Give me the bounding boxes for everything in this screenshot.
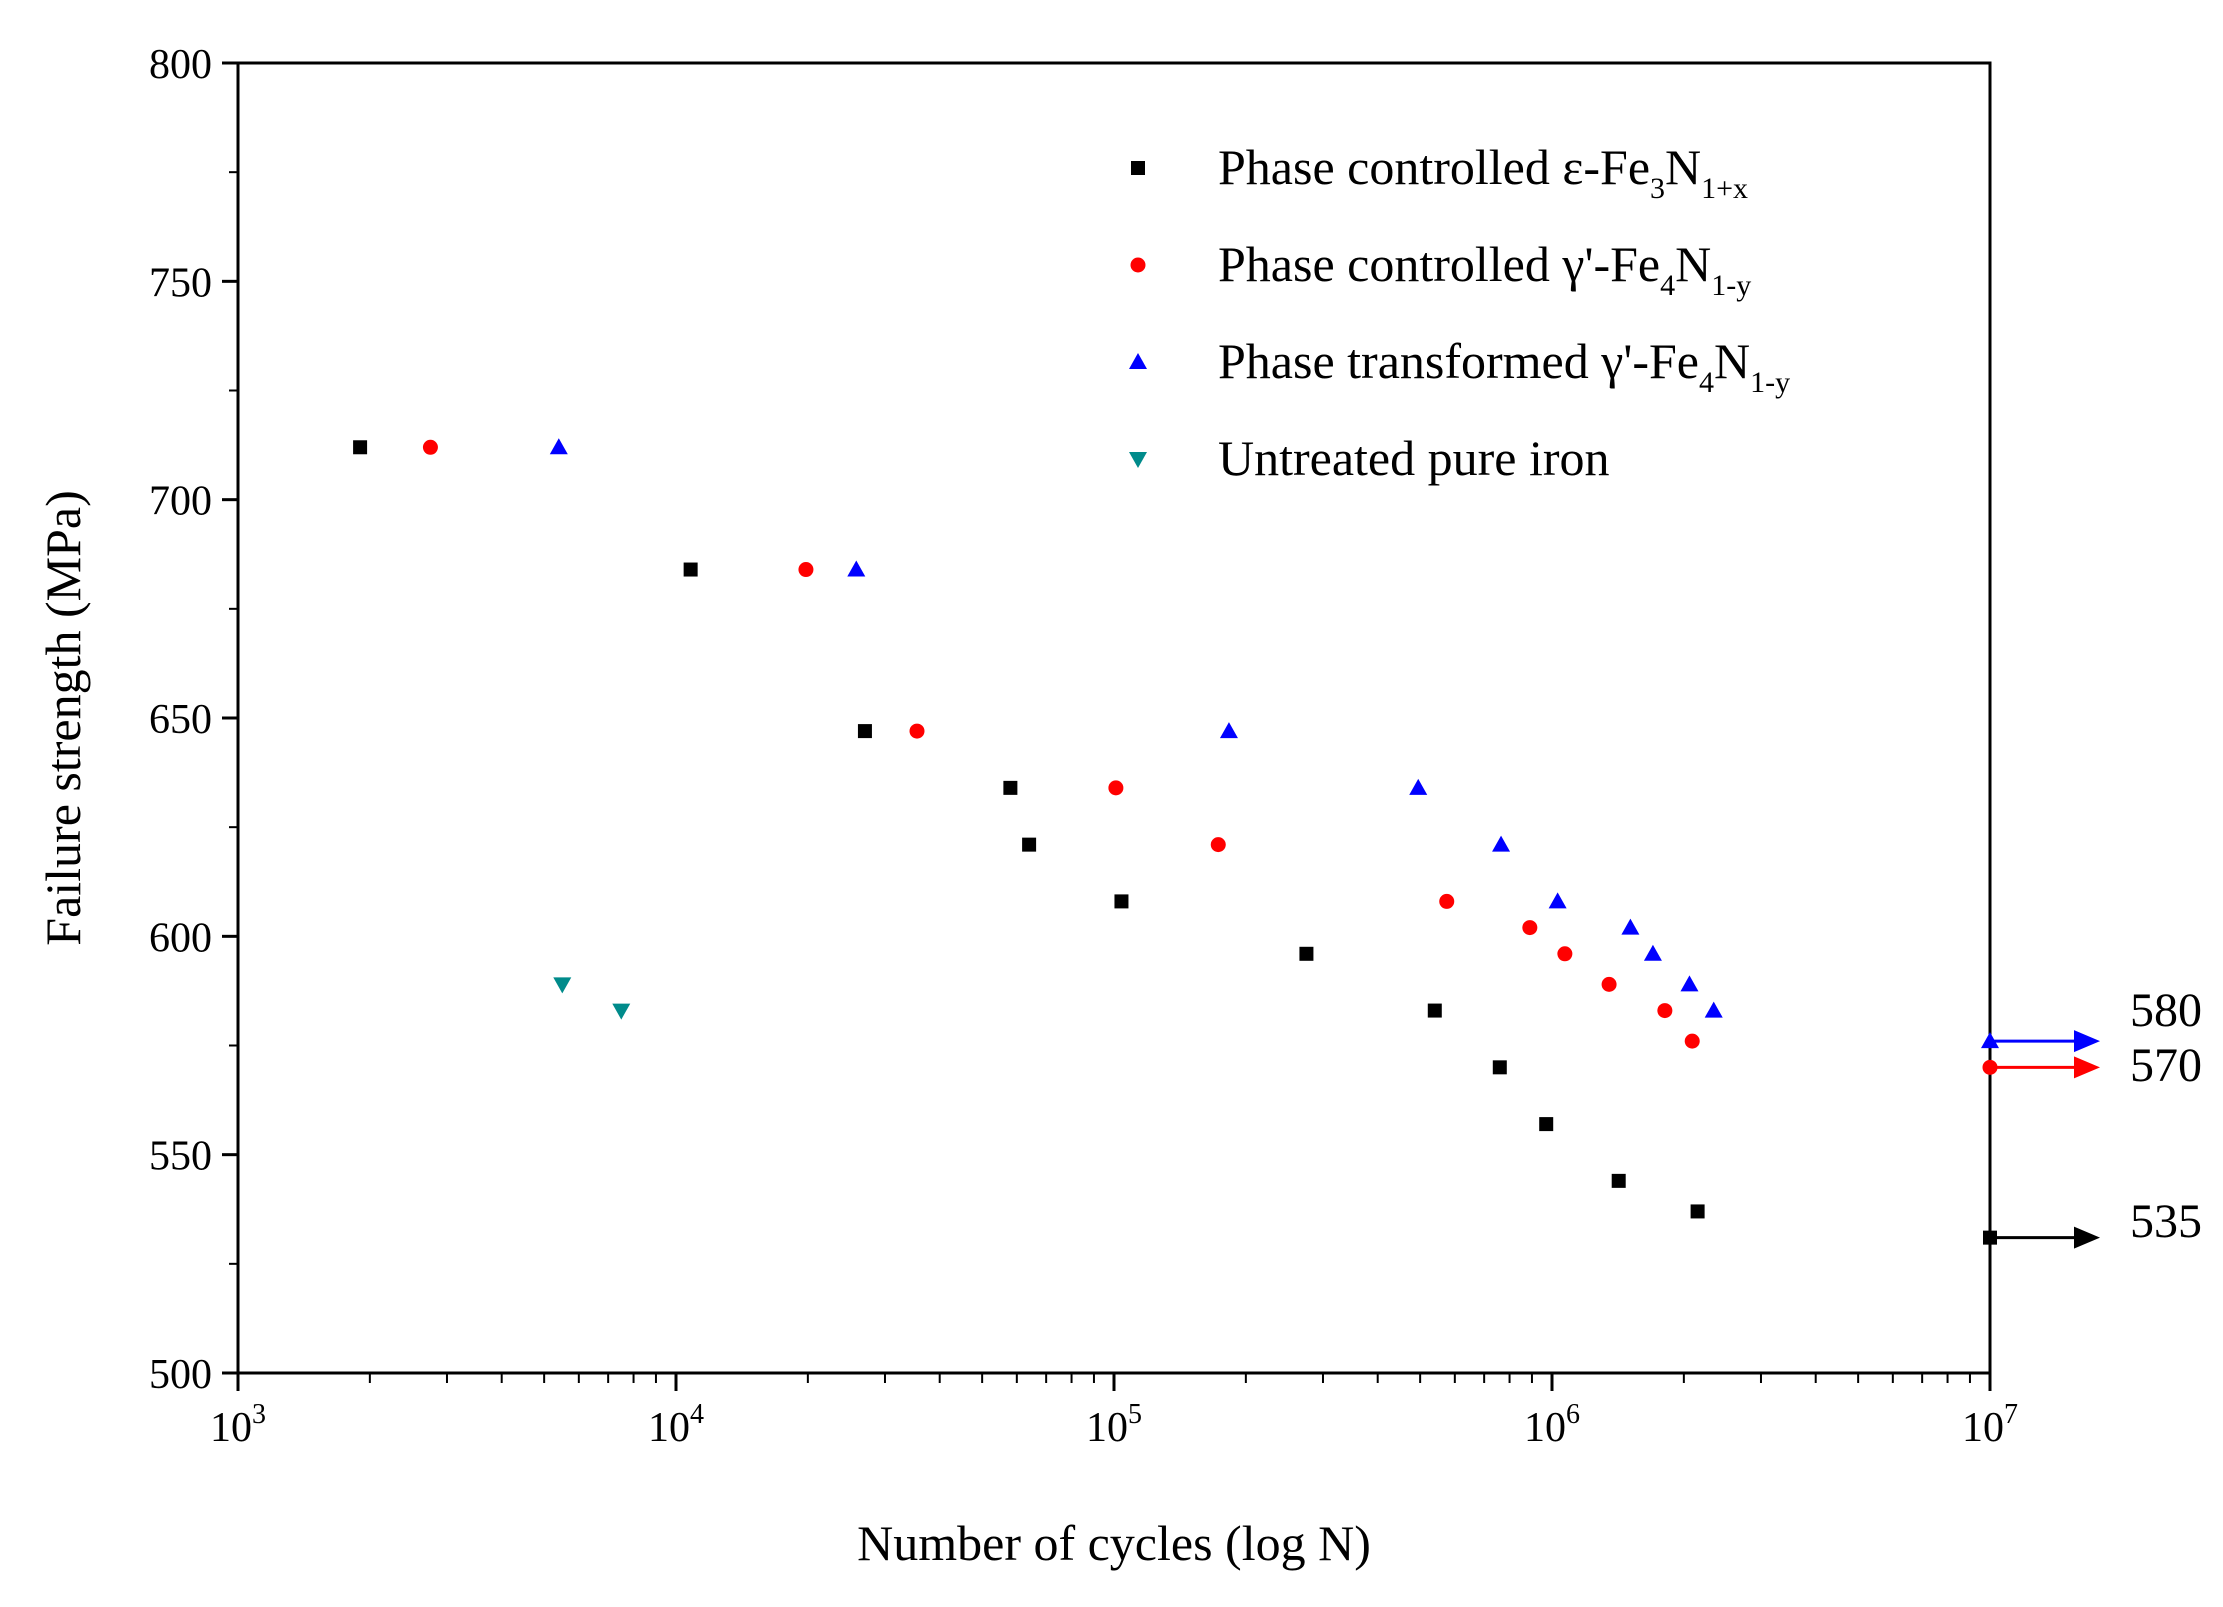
data-point-series-2 [1522, 920, 1538, 936]
y-axis-label: Failure strength (MPa) [35, 490, 91, 945]
data-point-series-3 [1492, 835, 1511, 852]
data-point-series-3 [1680, 975, 1699, 992]
x-tick-label: 107 [1962, 1399, 2018, 1451]
y-tick-label: 650 [149, 697, 212, 743]
points-layer [353, 438, 1999, 1245]
y-tick-label: 600 [149, 915, 212, 961]
data-point-series-4 [553, 977, 572, 994]
data-point-series-2 [1439, 893, 1455, 909]
legend-label-2: Phase controlled γ'-Fe4N1-y [1218, 236, 1751, 302]
data-point-series-3 [847, 560, 866, 577]
annotation-label: 580 [2130, 984, 2202, 1037]
data-point-series-3 [1409, 778, 1428, 795]
data-point-series-1 [1427, 1003, 1442, 1018]
y-tick-label: 750 [149, 260, 212, 306]
data-point-series-1 [1611, 1173, 1626, 1188]
data-point-series-1 [1539, 1117, 1554, 1132]
y-tick-label: 800 [149, 42, 212, 88]
data-point-series-1 [1022, 837, 1037, 852]
annotation-arrow-head [2074, 1056, 2100, 1079]
legend-label-1: Phase controlled ε-Fe3N1+x [1218, 139, 1748, 205]
legend-marker-2 [1130, 257, 1146, 273]
x-tick-label: 106 [1524, 1399, 1580, 1451]
annotation-arrow-head [2074, 1030, 2100, 1053]
annotation-label: 535 [2130, 1195, 2202, 1248]
y-tick-label: 550 [149, 1134, 212, 1180]
legend-marker-1 [1131, 161, 1145, 175]
annotation-label: 570 [2130, 1039, 2202, 1092]
data-point-series-3 [549, 438, 568, 455]
data-point-series-3 [1219, 722, 1238, 739]
data-point-series-1 [353, 440, 368, 455]
x-tick-label: 104 [648, 1399, 704, 1451]
data-point-series-3 [1548, 892, 1567, 909]
data-point-series-1 [1299, 946, 1314, 961]
data-point-series-1 [1114, 894, 1129, 909]
x-tick-label: 105 [1086, 1399, 1142, 1451]
legend-label-4: Untreated pure iron [1218, 430, 1610, 486]
data-point-series-1 [683, 562, 698, 577]
data-point-series-3 [1621, 918, 1640, 935]
data-point-series-2 [1210, 837, 1226, 853]
data-point-series-1 [857, 724, 872, 739]
data-point-series-2 [798, 562, 814, 578]
y-tick-label: 700 [149, 479, 212, 525]
x-tick-label: 103 [210, 1399, 266, 1451]
data-point-series-2 [1108, 780, 1124, 796]
legend-marker-4 [1129, 452, 1147, 468]
y-tick-label: 500 [149, 1352, 212, 1398]
data-point-series-1 [1690, 1204, 1705, 1219]
data-point-series-1 [1003, 780, 1018, 795]
x-axis-label: Number of cycles (log N) [857, 1515, 1371, 1571]
data-point-series-2 [1657, 1003, 1673, 1019]
data-point-series-2 [909, 723, 925, 739]
data-point-series-2 [1557, 946, 1573, 962]
legend-marker-3 [1129, 353, 1147, 369]
data-point-series-3 [1643, 944, 1662, 961]
data-point-series-4 [612, 1003, 631, 1020]
data-point-series-2 [422, 439, 438, 455]
legend-label-3: Phase transformed γ'-Fe4N1-y [1218, 333, 1790, 399]
ticks-layer: 500 550 600 650 700 750 800 103 104 105 106 107 [149, 42, 2018, 1451]
data-point-series-2 [1684, 1033, 1700, 1049]
data-point-series-1 [1492, 1060, 1507, 1075]
legend: Phase controlled ε-Fe3N1+x Phase controll… [1129, 139, 1790, 486]
plot-area [236, 61, 1992, 1375]
data-point-series-2 [1601, 976, 1617, 992]
data-point-series-3 [1704, 1001, 1723, 1018]
annotation-arrow-head [2074, 1226, 2100, 1249]
